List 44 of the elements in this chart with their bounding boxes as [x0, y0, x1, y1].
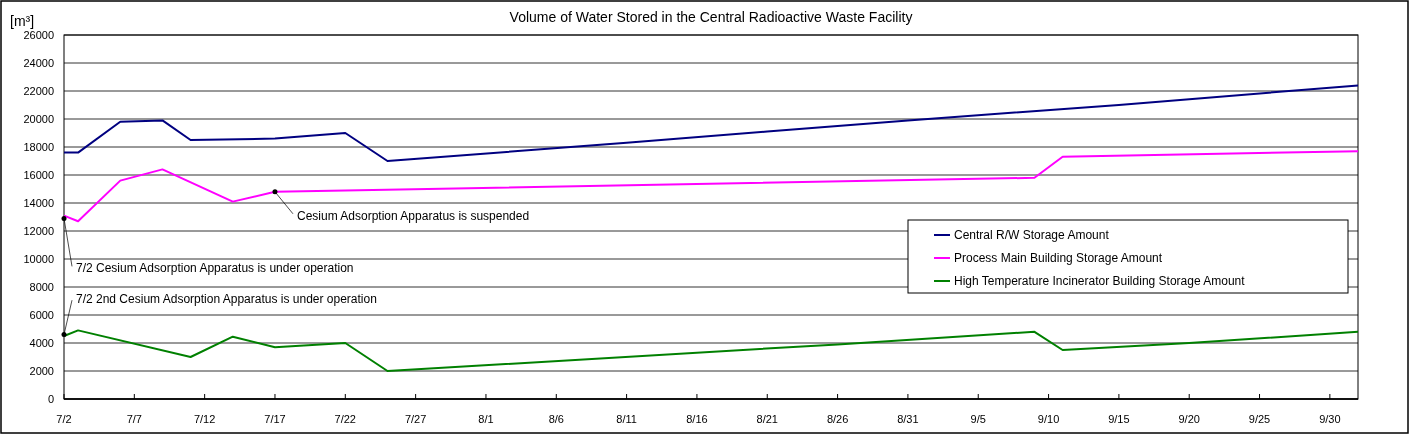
x-tick-label: 7/2 [56, 413, 72, 425]
annotation: Cesium Adsorption Apparatus is suspended [296, 208, 530, 223]
x-tick-label: 9/25 [1248, 413, 1271, 425]
y-tick-label: 16000 [23, 169, 54, 181]
x-tick-label: 8/21 [756, 413, 778, 425]
x-tick-label: 8/31 [897, 413, 919, 425]
x-tick-label: 7/17 [264, 413, 286, 425]
x-tick-label: 9/30 [1319, 413, 1341, 425]
annotation: 7/2 Cesium Adsorption Apparatus is under operation [76, 261, 354, 276]
y-tick-label: 18000 [23, 141, 54, 153]
x-tick-label: 8/1 [478, 413, 494, 425]
chart-title: Volume of Water Stored in the Central Radioactive Waste Facility [509, 9, 913, 25]
y-tick-label: 20000 [23, 113, 54, 125]
y-tick-label: 26000 [23, 29, 54, 41]
x-tick-label: 9/15 [1108, 413, 1130, 425]
line-series [63, 150, 1359, 223]
line-series [63, 84, 1359, 162]
line-series [63, 329, 1359, 372]
x-tick-label: 8/11 [616, 413, 637, 425]
x-tick-label: 7/22 [334, 413, 357, 425]
x-tick-label: 7/7 [126, 413, 142, 425]
x-tick-label: 7/12 [193, 413, 216, 425]
x-tick-label: 7/27 [404, 413, 427, 425]
y-tick-label: 24000 [23, 57, 54, 69]
y-tick-label: 14000 [23, 197, 54, 209]
x-tick-label: 8/26 [826, 413, 849, 425]
x-tick-label: 9/5 [970, 413, 986, 425]
y-tick-label: 22000 [23, 85, 54, 97]
x-tick-label: 9/20 [1178, 413, 1200, 425]
legend-label: High Temperature Incinerator Building Storage Amount [954, 274, 1246, 288]
y-tick-label: 6000 [29, 309, 54, 321]
annotation: 7/2 2nd Cesium Adsorption Apparatus is under operation [76, 291, 377, 306]
y-tick-label: 4000 [29, 337, 54, 349]
y-tick-label: 10000 [23, 253, 54, 265]
y-axis-title: [m³] [10, 13, 35, 29]
legend-label: Process Main Building Storage Amount [954, 251, 1163, 265]
x-tick-label: 9/10 [1037, 413, 1060, 425]
y-tick-label: 12000 [23, 225, 54, 237]
x-tick-label: 8/16 [686, 413, 708, 425]
x-tick-label: 8/6 [548, 413, 564, 425]
y-tick-label: 8000 [29, 281, 54, 293]
y-tick-label: 2000 [29, 365, 54, 377]
y-tick-label: 0 [47, 393, 54, 405]
legend-label: Central R/W Storage Amount [954, 228, 1110, 242]
